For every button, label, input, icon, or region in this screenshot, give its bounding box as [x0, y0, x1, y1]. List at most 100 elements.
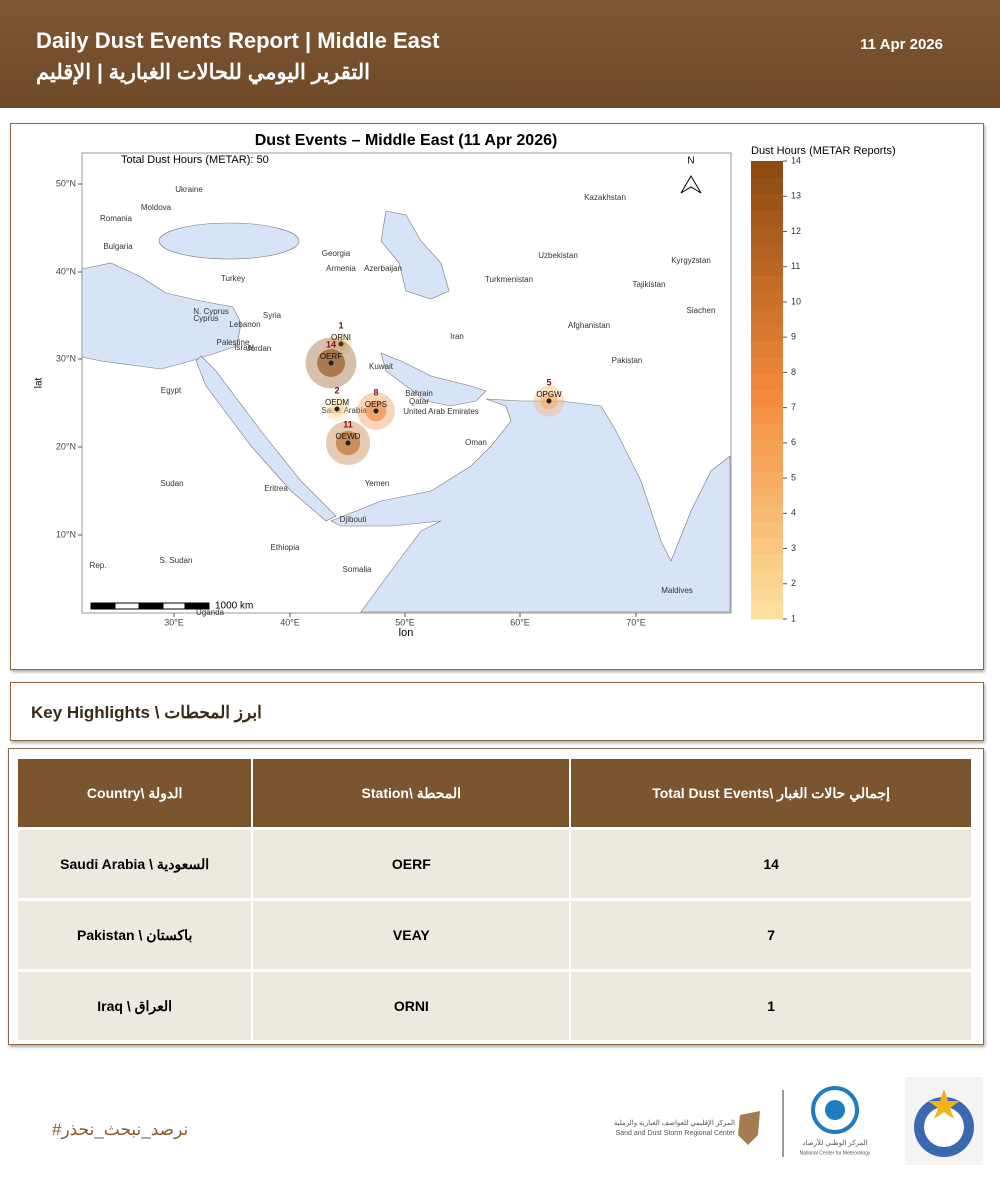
header-cell: Station\ المحطة [252, 759, 572, 829]
ncm-ar: المركز الوطني للأرصاد [802, 1137, 867, 1147]
country-label: Iran [450, 332, 464, 341]
table-cell: 14 [570, 827, 973, 900]
map-subtitle: Total Dust Hours (METAR): 50 [121, 154, 269, 166]
table-cell-text: VEAY [392, 927, 430, 943]
country-label: Palestine [217, 338, 250, 347]
station-code: OPGW [536, 390, 562, 399]
country-label: Ethiopia [271, 543, 300, 552]
legend-cell [751, 488, 783, 505]
scale-bar [90, 602, 210, 610]
country-label: Syria [263, 311, 282, 320]
x-axis-label: lon [399, 627, 414, 639]
north-arrow [680, 175, 702, 194]
legend-cell [751, 324, 783, 342]
header-row: Country\ الدولة Station\ المحطة Total Dust… [18, 759, 973, 829]
country-label: S. Sudan [160, 556, 193, 565]
country-label: Cyprus [193, 314, 218, 323]
legend-cell [751, 193, 783, 211]
station: 11 OEWD [325, 419, 371, 466]
legend-tick-label: 13 [791, 191, 801, 201]
legend-tick-label: 1 [791, 613, 796, 623]
x-tick-label: 70°E [626, 617, 646, 627]
legend-cell [751, 504, 783, 522]
country-label: Afghanistan [568, 321, 610, 330]
country-label: Saudi Arabia [321, 406, 367, 415]
table-cell: Pakistan \ باكستان [18, 898, 254, 971]
table-cell: Iraq \ العراق [18, 969, 254, 1040]
highlights-box: Key Highlights \ ابرز المحطات [10, 682, 984, 741]
legend-tick-label: 7 [791, 402, 796, 412]
legend-cell [751, 259, 783, 276]
station-code: OERF [320, 352, 342, 361]
persian-gulf [380, 352, 487, 407]
station-code: ORNI [331, 333, 351, 342]
header: Daily Dust Events Report | Middle East ا… [0, 0, 1000, 108]
y-tick-label: 20°N [56, 441, 76, 451]
country-label: Kuwait [369, 362, 394, 371]
caspian [380, 210, 450, 300]
y-tick-label: 40°N [56, 266, 76, 276]
country-label: Jordan [247, 344, 271, 353]
country-label: Djibouti [340, 515, 367, 524]
legend-tick-label: 2 [791, 578, 796, 588]
scale-label: 1000 km [215, 601, 253, 612]
country-label: Kyrgyzstan [671, 256, 711, 265]
country-label: Moldova [141, 203, 172, 212]
table-cell: VEAY [252, 898, 572, 971]
sds-logo [738, 1111, 760, 1145]
station-value: 2 [334, 385, 339, 395]
station-dot [328, 360, 334, 366]
legend-tick-label: 12 [791, 226, 801, 236]
header-cell: Country\ الدولة [18, 759, 254, 829]
legend-cell [751, 210, 783, 227]
country-label: Rep. [90, 561, 107, 570]
station-dot [334, 406, 340, 412]
legend-title: Dust Hours (METAR Reports) [751, 145, 896, 157]
map: 1000 km N Dust Events – Middle East (11 … [34, 132, 896, 639]
legend-cell [751, 569, 783, 587]
wmo-star [928, 1089, 960, 1119]
x-tick-label: 30°E [164, 617, 184, 627]
station: 5 OPGW [533, 377, 565, 417]
date: 11 Apr 2026 [860, 36, 943, 53]
y-tick-label: 50°N [56, 178, 76, 188]
table-cell: Saudi Arabia \ السعودية [18, 827, 254, 900]
station-code: OEPS [365, 400, 387, 409]
table-cell: OERF [252, 827, 572, 900]
country-label: Pakistan [612, 356, 643, 365]
legend-tick-label: 10 [791, 296, 801, 306]
station: 1 ORNI [329, 320, 353, 356]
x-tick-label: 50°E [395, 617, 415, 627]
station-value: 8 [373, 387, 378, 397]
country-label: Uganda [196, 608, 225, 617]
seas [81, 210, 731, 613]
country-label: N. Cyprus [193, 307, 229, 316]
y-tick-label: 30°N [56, 353, 76, 363]
legend-cell [751, 586, 783, 604]
logos: المركز الإقليمي للعواصف الغبارية والرملي… [614, 1077, 983, 1165]
legend-tick-label: 8 [791, 367, 796, 377]
map-panel: 1000 km N Dust Events – Middle East (11 … [10, 123, 984, 670]
table-cell: 7 [570, 898, 973, 971]
legend-cell [751, 161, 783, 178]
country-label: Eritrea [264, 484, 288, 493]
station-value: 1 [338, 320, 343, 330]
legend-tick-label: 14 [791, 155, 801, 165]
station-code: OEDM [325, 398, 349, 407]
table-cell-text: Saudi Arabia \ السعودية [60, 855, 210, 872]
table-cell-text: 1 [767, 998, 776, 1014]
legend-cell [751, 602, 783, 620]
station-dot [345, 440, 351, 446]
legend-cell [751, 406, 783, 424]
title-ar: التقرير اليومي للحالات الغبارية | الإقلي… [36, 61, 370, 84]
legend-cell [751, 308, 783, 326]
legend-cell [751, 373, 783, 391]
country-label: Bahrain [405, 389, 433, 398]
ncm-logo-core [825, 1100, 845, 1120]
legend-cell [751, 275, 783, 293]
country-label: Armenia [326, 264, 356, 273]
north-label: N [687, 156, 694, 167]
country-label: Turkey [221, 274, 245, 283]
country-label: Romania [100, 214, 133, 223]
